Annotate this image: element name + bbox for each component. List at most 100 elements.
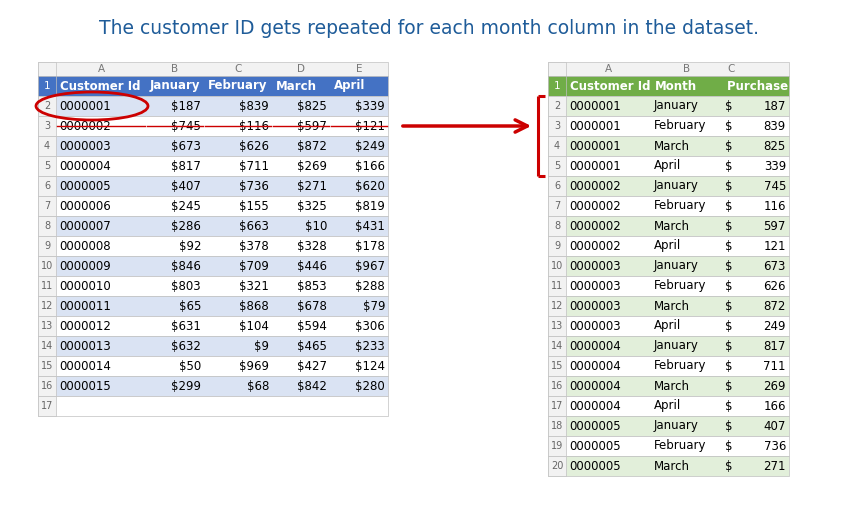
Text: $745: $745 xyxy=(171,120,201,132)
Bar xyxy=(548,436,789,456)
Text: $65: $65 xyxy=(179,299,201,313)
Text: $: $ xyxy=(725,400,733,412)
Text: 20: 20 xyxy=(551,461,564,471)
Text: $594: $594 xyxy=(297,319,327,333)
Bar xyxy=(548,316,566,336)
Bar xyxy=(548,136,789,156)
Text: 3: 3 xyxy=(44,121,50,131)
Text: C: C xyxy=(728,64,734,74)
Text: $9: $9 xyxy=(254,339,269,353)
Text: 4: 4 xyxy=(554,141,560,151)
Text: $: $ xyxy=(725,360,733,373)
Text: 9: 9 xyxy=(554,241,560,251)
Text: 872: 872 xyxy=(764,299,786,313)
Text: $: $ xyxy=(725,339,733,353)
Text: 6: 6 xyxy=(554,181,560,191)
Text: $: $ xyxy=(725,319,733,333)
Bar xyxy=(38,196,388,216)
Bar xyxy=(548,296,789,316)
Text: $803: $803 xyxy=(172,280,201,292)
Bar xyxy=(548,416,566,436)
Text: $868: $868 xyxy=(240,299,269,313)
Text: 825: 825 xyxy=(764,140,786,152)
Text: 0000013: 0000013 xyxy=(59,339,111,353)
Bar xyxy=(38,296,56,316)
Text: $: $ xyxy=(725,260,733,272)
Text: 0000003: 0000003 xyxy=(569,280,620,292)
Text: $825: $825 xyxy=(297,100,327,112)
Text: 10: 10 xyxy=(551,261,564,271)
Text: $: $ xyxy=(725,380,733,392)
Text: February: February xyxy=(654,280,706,292)
Text: B: B xyxy=(684,64,691,74)
Text: $: $ xyxy=(725,240,733,252)
Text: $427: $427 xyxy=(297,360,327,373)
Text: February: February xyxy=(208,80,267,92)
Text: $245: $245 xyxy=(171,199,201,213)
Text: $597: $597 xyxy=(297,120,327,132)
Bar xyxy=(548,356,789,376)
Bar xyxy=(548,176,566,196)
Text: 271: 271 xyxy=(764,459,786,473)
Bar xyxy=(548,376,566,396)
Bar xyxy=(548,316,789,336)
Text: $631: $631 xyxy=(171,319,201,333)
Bar xyxy=(38,356,388,376)
Text: 8: 8 xyxy=(554,221,560,231)
Text: $872: $872 xyxy=(297,140,327,152)
Text: $155: $155 xyxy=(240,199,269,213)
Bar xyxy=(38,336,388,356)
Text: $: $ xyxy=(725,140,733,152)
Text: 839: 839 xyxy=(764,120,786,132)
Bar xyxy=(38,276,56,296)
Text: 0000004: 0000004 xyxy=(569,380,621,392)
Text: $678: $678 xyxy=(297,299,327,313)
Bar xyxy=(38,216,56,236)
Text: $306: $306 xyxy=(356,319,385,333)
Text: $299: $299 xyxy=(171,380,201,392)
Text: 0000005: 0000005 xyxy=(569,420,620,432)
Text: $166: $166 xyxy=(355,159,385,173)
Text: 12: 12 xyxy=(551,301,564,311)
Text: January: January xyxy=(654,339,699,353)
Text: 16: 16 xyxy=(41,381,53,391)
Text: 0000004: 0000004 xyxy=(569,339,621,353)
Bar xyxy=(548,356,566,376)
Bar xyxy=(548,216,566,236)
Text: $: $ xyxy=(725,459,733,473)
Bar xyxy=(548,96,566,116)
Text: 17: 17 xyxy=(41,401,53,411)
Text: A: A xyxy=(97,64,105,74)
Text: $325: $325 xyxy=(297,199,327,213)
Text: $407: $407 xyxy=(171,179,201,193)
Text: $: $ xyxy=(725,299,733,313)
Text: $: $ xyxy=(725,179,733,193)
Text: $50: $50 xyxy=(179,360,201,373)
Bar xyxy=(38,316,388,336)
Text: Month: Month xyxy=(655,80,698,92)
Bar xyxy=(38,256,56,276)
Bar xyxy=(38,62,56,76)
Text: March: March xyxy=(276,80,317,92)
Bar xyxy=(38,116,56,136)
Text: 10: 10 xyxy=(41,261,53,271)
Text: $280: $280 xyxy=(356,380,385,392)
Bar xyxy=(548,436,566,456)
Text: $378: $378 xyxy=(240,240,269,252)
Text: 0000003: 0000003 xyxy=(59,140,111,152)
Text: 673: 673 xyxy=(764,260,786,272)
Text: $709: $709 xyxy=(239,260,269,272)
Bar xyxy=(548,456,566,476)
Bar xyxy=(38,376,56,396)
Text: Customer Id: Customer Id xyxy=(60,80,141,92)
Text: B: B xyxy=(172,64,179,74)
Bar xyxy=(548,276,789,296)
Bar xyxy=(548,216,789,236)
Text: February: February xyxy=(654,120,706,132)
Text: February: February xyxy=(654,439,706,453)
Text: 0000002: 0000002 xyxy=(59,120,111,132)
Text: Purchase Value: Purchase Value xyxy=(727,80,829,92)
Text: 5: 5 xyxy=(44,161,50,171)
Bar xyxy=(548,62,789,76)
Text: March: March xyxy=(654,299,690,313)
